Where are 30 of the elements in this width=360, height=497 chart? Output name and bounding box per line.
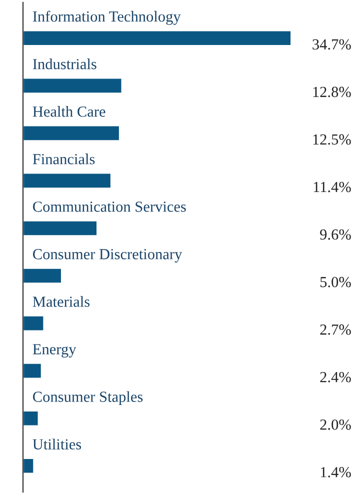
- bar: [23, 30, 292, 46]
- data-label: 11.4%: [314, 182, 351, 192]
- data-label: 9.6%: [320, 229, 351, 240]
- bar: [23, 458, 35, 474]
- data-label: 2.7%: [320, 324, 351, 335]
- y-tick-label: Communication Services: [33, 202, 186, 212]
- data-label: 1.4%: [320, 467, 351, 478]
- bar: [23, 315, 45, 332]
- bar: [23, 220, 98, 237]
- data-label: 34.7%: [312, 39, 351, 50]
- bar: [23, 172, 112, 190]
- bar: [23, 362, 42, 380]
- bar: [23, 77, 123, 94]
- y-tick-label: Industrials: [32, 58, 96, 70]
- bar: [23, 410, 40, 427]
- data-label: 12.5%: [313, 134, 351, 145]
- data-label: 5.0%: [320, 276, 351, 288]
- data-label: 2.4%: [320, 372, 351, 382]
- y-tick-label: Information Technology: [32, 10, 181, 25]
- y-tick-label: Consumer Staples: [33, 391, 143, 406]
- bar: [23, 267, 62, 284]
- y-tick-label: Health Care: [32, 106, 106, 117]
- bar: [23, 124, 120, 142]
- y-tick-label: Consumer Discretionary: [33, 249, 182, 262]
- data-label: 2.0%: [320, 419, 351, 430]
- y-tick-label: Financials: [32, 154, 95, 164]
- y-tick-label: Materials: [32, 296, 90, 307]
- y-tick-label: Energy: [32, 344, 76, 358]
- data-label: 12.8%: [313, 86, 351, 98]
- y-tick-label: Utilities: [32, 438, 82, 450]
